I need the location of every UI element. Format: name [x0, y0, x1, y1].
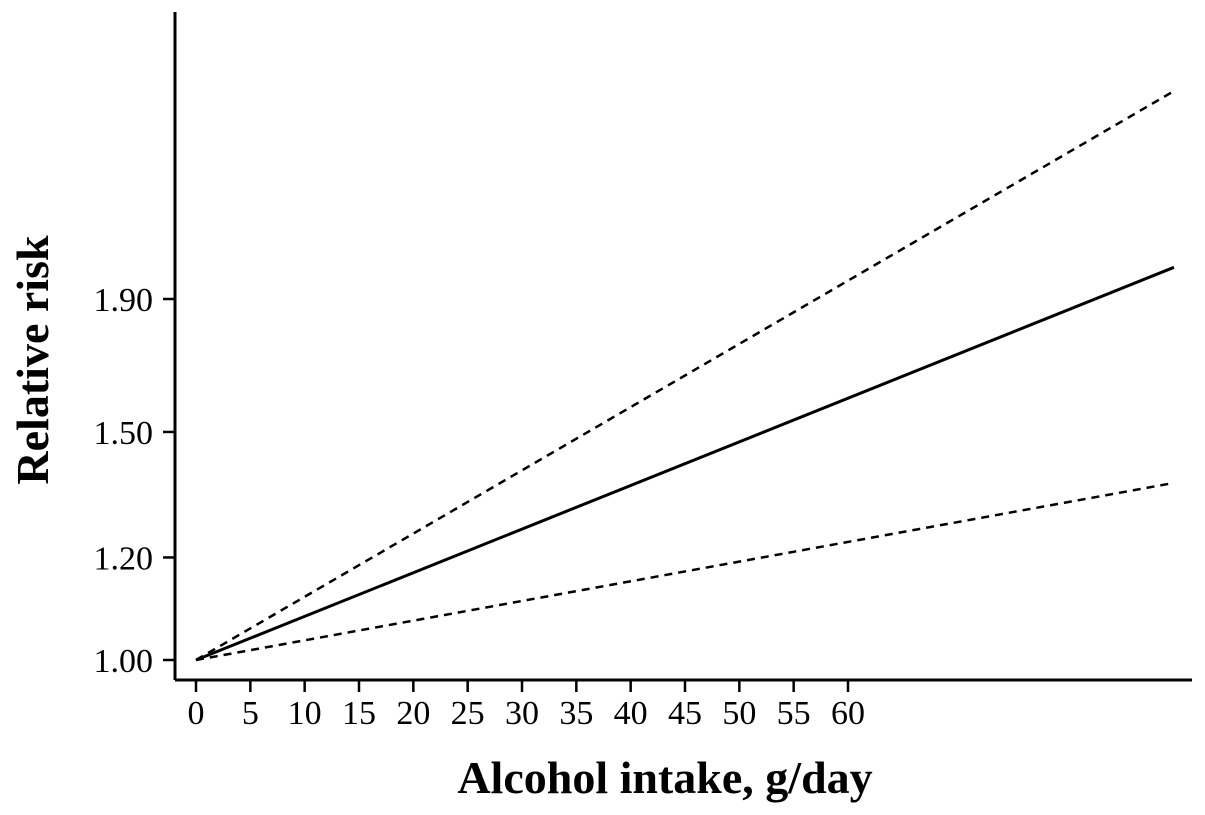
- y-tick-label: 1.20: [94, 540, 154, 577]
- x-tick-label: 25: [451, 695, 485, 732]
- x-tick-label: 55: [777, 695, 811, 732]
- y-tick-label: 1.00: [94, 643, 154, 680]
- series-line-estimate: [195, 265, 1175, 662]
- x-tick-label: 5: [242, 695, 259, 732]
- axes: [173, 12, 1192, 682]
- x-tick-label: 35: [559, 695, 593, 732]
- x-tick-label: 40: [614, 695, 648, 732]
- y-tick-label: 1.90: [94, 282, 154, 319]
- x-axis-title: Alcohol intake, g/day: [457, 752, 872, 803]
- x-ticks: 0 5 10 15 20 25 30 35 40 45 50 55 60: [188, 680, 865, 732]
- x-tick-label: 20: [396, 695, 430, 732]
- x-tick-label: 30: [505, 695, 539, 732]
- series-line-upper-bound: [195, 89, 1175, 662]
- x-tick-label: 10: [288, 695, 322, 732]
- x-tick-label: 15: [342, 695, 376, 732]
- x-tick-label: 60: [831, 695, 865, 732]
- x-tick-label: 0: [188, 695, 205, 732]
- y-tick-label: 1.50: [94, 415, 154, 452]
- series-line-lower-bound: [195, 481, 1175, 662]
- series-layer: [195, 89, 1175, 662]
- x-tick-label: 50: [722, 695, 756, 732]
- y-axis-title: Relative risk: [7, 235, 58, 485]
- x-tick-label: 45: [668, 695, 702, 732]
- y-ticks: 1.00 1.20 1.50 1.90: [94, 282, 175, 680]
